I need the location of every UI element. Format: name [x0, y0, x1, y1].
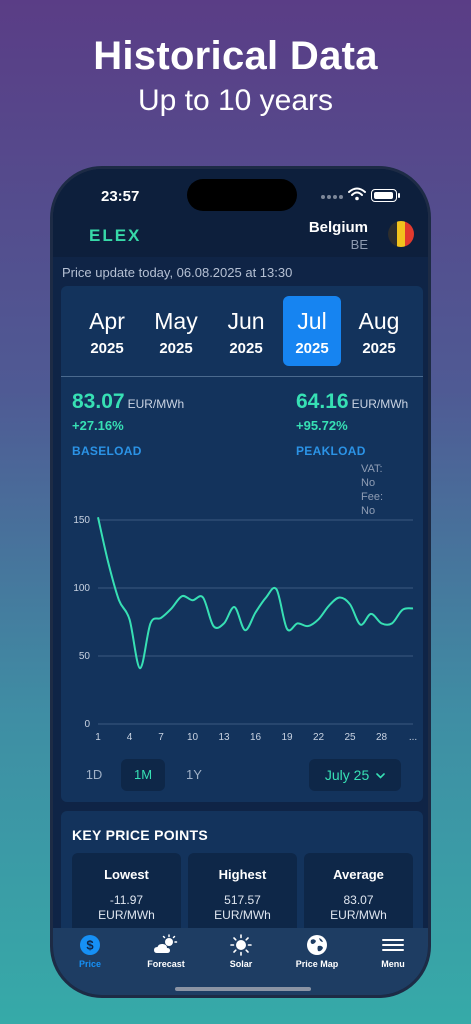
baseload-value: 83.07 — [72, 390, 125, 413]
vat-label: VAT: — [361, 463, 383, 475]
price-series-line — [97, 517, 414, 670]
y-tick-label: 100 — [73, 583, 90, 594]
vat-value: No — [361, 477, 376, 489]
dollar-coin-icon: $ — [80, 935, 100, 955]
peakload-value: 64.16 — [296, 390, 349, 413]
x-tick-label: 7 — [158, 732, 164, 743]
range-1d-button[interactable]: 1D — [85, 767, 103, 782]
flag-stripe — [388, 221, 397, 247]
peakload-unit: EUR/MWh — [351, 397, 409, 411]
flag-stripe — [396, 221, 406, 247]
price-line-chart[interactable]: 0 50 100 150 1 4 7 10 13 16 19 22 25 28... — [61, 506, 423, 746]
key-price-points-card: KEY PRICE POINTS Lowest -11.97 EUR/MWh Hi… — [61, 811, 423, 943]
month-tab-apr[interactable]: Apr 2025 — [89, 308, 125, 357]
x-tick-label: 10 — [187, 732, 199, 743]
x-tick-label: 22 — [313, 732, 325, 743]
range-1y-button[interactable]: 1Y — [186, 767, 202, 782]
country-code: BE — [350, 237, 368, 252]
x-tick-label: ... — [409, 732, 417, 743]
x-tick-label: 16 — [250, 732, 262, 743]
y-tick-label: 150 — [73, 515, 90, 526]
wifi-icon — [348, 187, 366, 201]
globe-icon — [307, 935, 327, 955]
baseload-change: +27.16% — [72, 418, 124, 433]
divider — [61, 376, 423, 377]
sun-icon — [230, 934, 252, 956]
baseload-label: BASELOAD — [72, 444, 142, 458]
month-selector: Apr 2025 May 2025 Jun 2025 Jul 2025 Aug — [61, 296, 423, 368]
partly-sunny-icon — [154, 934, 178, 953]
month-tab-may[interactable]: May 2025 — [154, 308, 198, 357]
app-header: ELEX Belgium BE — [53, 215, 428, 257]
tab-solar[interactable]: Solar — [206, 934, 276, 969]
baseload-block: 83.07 EUR/MWh +27.16% BASELOAD — [72, 390, 184, 458]
x-tick-label: 25 — [344, 732, 356, 743]
range-selector: 1D 1M 1Y July 25 — [61, 759, 423, 791]
belgium-flag-icon[interactable] — [388, 221, 414, 247]
svg-text:$: $ — [86, 938, 94, 953]
peakload-block: 64.16 EUR/MWh +95.72% PEAKLOAD — [296, 390, 408, 458]
x-tick-label: 1 — [95, 732, 101, 743]
x-tick-label: 19 — [281, 732, 293, 743]
signal-icon — [321, 195, 343, 199]
hamburger-menu-icon — [382, 939, 404, 951]
tab-price-map[interactable]: Price Map — [282, 934, 352, 969]
app-screen: 23:57 ELEX Belgium BE Price update today… — [53, 169, 428, 995]
peakload-label: PEAKLOAD — [296, 444, 366, 458]
flag-stripe — [405, 221, 414, 247]
month-tab-aug[interactable]: Aug 2025 — [358, 308, 400, 357]
fee-value: No — [361, 505, 376, 517]
promo-title: Historical Data — [93, 34, 378, 78]
phone-frame: 23:57 ELEX Belgium BE Price update today… — [50, 166, 431, 998]
tax-info: VAT: No Fee: No — [361, 462, 423, 518]
month-tab-jun[interactable]: Jun 2025 — [227, 308, 265, 357]
tab-forecast[interactable]: Forecast — [131, 934, 201, 969]
key-price-points-title: KEY PRICE POINTS — [72, 827, 209, 843]
price-card: Apr 2025 May 2025 Jun 2025 Jul 2025 Aug — [61, 286, 423, 802]
x-tick-label: 4 — [127, 732, 133, 743]
x-tick-label: 28 — [376, 732, 388, 743]
baseload-unit: EUR/MWh — [127, 397, 185, 411]
peakload-change: +95.72% — [296, 418, 348, 433]
elex-logo: ELEX — [89, 226, 142, 245]
dynamic-island — [187, 179, 297, 211]
home-indicator — [175, 987, 311, 991]
month-dropdown[interactable]: July 25 — [309, 759, 401, 791]
highest-price-box: Highest 517.57 EUR/MWh — [188, 853, 297, 943]
battery-icon — [371, 189, 397, 202]
x-tick-label: 13 — [218, 732, 230, 743]
fee-label: Fee: — [361, 491, 384, 503]
chevron-down-icon — [376, 773, 385, 779]
tab-price[interactable]: $ Price — [55, 934, 125, 969]
month-tab-jul[interactable]: Jul 2025 — [283, 296, 341, 366]
month-dropdown-label: July 25 — [324, 767, 370, 783]
y-tick-label: 0 — [84, 719, 90, 730]
y-tick-label: 50 — [79, 651, 91, 662]
bottom-tab-bar: $ Price Forecast — [53, 928, 428, 995]
promo-subtitle: Up to 10 years — [137, 84, 334, 117]
country-name[interactable]: Belgium — [308, 219, 368, 236]
battery-tip — [398, 193, 400, 198]
tab-menu[interactable]: Menu — [358, 934, 428, 969]
price-update-text: Price update today, 06.08.2025 at 13:30 — [62, 265, 293, 280]
status-time: 23:57 — [101, 188, 140, 205]
range-1m-button[interactable]: 1M — [121, 759, 165, 791]
